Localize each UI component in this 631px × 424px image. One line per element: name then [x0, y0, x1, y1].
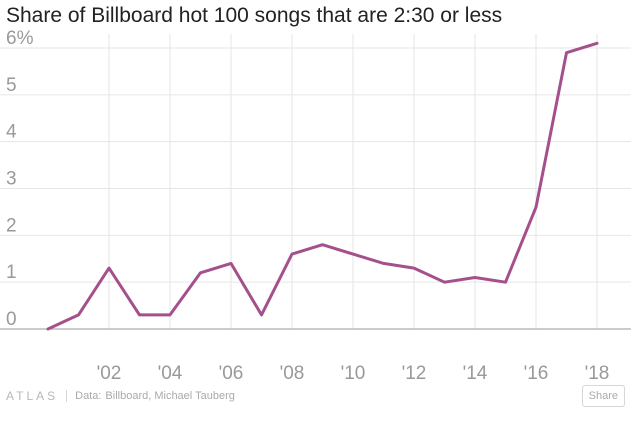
data-point[interactable]: [469, 271, 481, 283]
x-tick-label: '12: [402, 363, 427, 384]
y-tick-label: 6%: [6, 28, 34, 49]
data-point[interactable]: [134, 309, 146, 321]
data-point[interactable]: [225, 257, 237, 269]
data-point[interactable]: [591, 37, 603, 49]
data-point[interactable]: [347, 248, 359, 260]
y-tick-label: 2: [6, 215, 17, 236]
atlas-logo[interactable]: ATLAS: [6, 389, 59, 403]
x-tick-label: '16: [524, 363, 549, 384]
data-point[interactable]: [256, 309, 268, 321]
data-point[interactable]: [439, 276, 451, 288]
series-line: [46, 41, 599, 331]
data-point[interactable]: [530, 201, 542, 213]
x-tick-label: '10: [341, 363, 366, 384]
data-point[interactable]: [317, 239, 329, 251]
x-tick-label: '18: [585, 363, 610, 384]
data-point[interactable]: [500, 276, 512, 288]
data-point[interactable]: [73, 309, 85, 321]
data-point[interactable]: [164, 309, 176, 321]
x-tick-label: '14: [463, 363, 488, 384]
x-tick-label: '04: [158, 363, 183, 384]
x-tick-label: '02: [97, 363, 122, 384]
data-point[interactable]: [195, 267, 207, 279]
data-point[interactable]: [561, 47, 573, 59]
data-point[interactable]: [408, 262, 420, 274]
data-point[interactable]: [286, 248, 298, 260]
y-tick-label: 0: [6, 309, 17, 330]
y-tick-label: 5: [6, 75, 17, 96]
x-axis-tick-labels: '02 '04 '06 '08 '10 '12 '14 '16 '18: [97, 363, 610, 384]
vertical-gridlines: [108, 34, 598, 329]
y-tick-label: 4: [6, 122, 17, 143]
data-points: [42, 37, 603, 335]
x-tick-label: '08: [280, 363, 305, 384]
y-axis-tick-labels: 0 1 2 3 4 5 6%: [6, 28, 34, 330]
data-point[interactable]: [378, 257, 390, 269]
x-tick-label: '06: [219, 363, 244, 384]
source-text: Billboard, Michael Tauberg: [105, 390, 235, 402]
data-point[interactable]: [103, 262, 115, 274]
footer-divider: [66, 390, 68, 402]
y-tick-label: 3: [6, 169, 17, 190]
data-point[interactable]: [42, 323, 54, 335]
y-tick-label: 1: [6, 262, 17, 283]
chart-footer: ATLAS Data: Billboard, Michael Tauberg: [6, 386, 235, 406]
source-label: Data:: [75, 390, 102, 402]
share-button[interactable]: Share: [581, 385, 625, 407]
chart-title: Share of Billboard hot 100 songs that ar…: [6, 4, 503, 27]
